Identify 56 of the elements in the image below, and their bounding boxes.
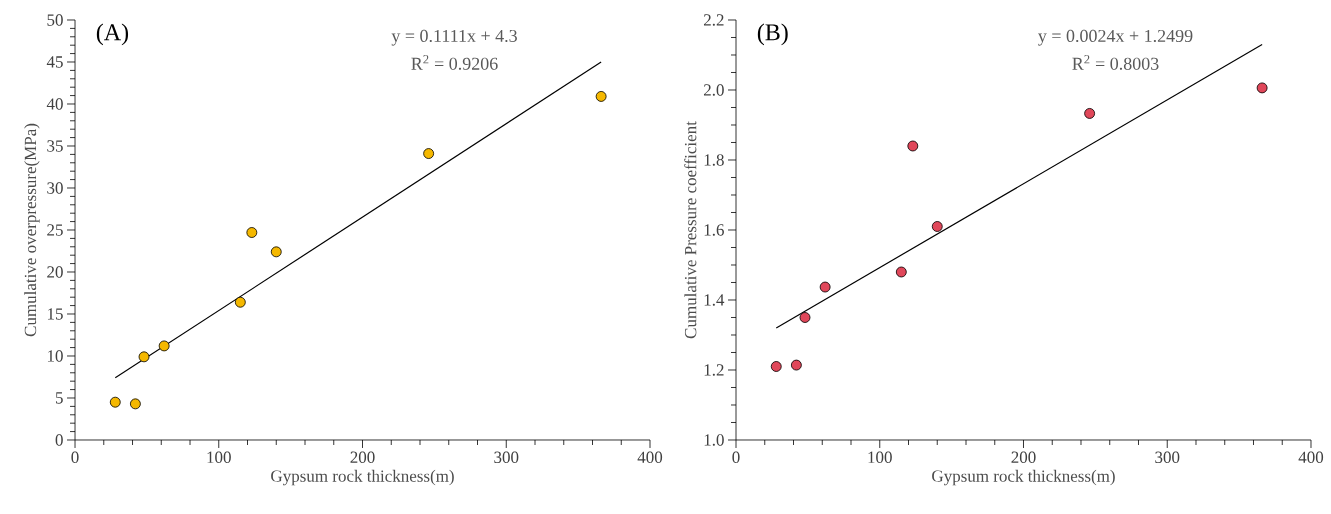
point (819, 281, 831, 293)
x-tick-label: 0 (71, 451, 79, 463)
annotation: R$^{2}$ = 0.8003 (1072, 55, 1159, 70)
y-tick-label: 45 (46, 56, 63, 68)
y-tick-label: 2.2 (703, 14, 724, 26)
y-axis-title: Cumulative overpressure(MPa) (24, 123, 40, 337)
point (907, 140, 919, 152)
y-tick-label: 15 (47, 308, 63, 320)
y-tick-label: 40 (46, 98, 63, 110)
point (158, 340, 170, 352)
x-tick-label: 200 (350, 451, 375, 463)
y-tick-label: 1.6 (704, 224, 724, 236)
chart-title: (B) (757, 23, 788, 46)
annotation: R$^{2}$ = 0.9206 (411, 55, 498, 70)
y-tick-label: 1.8 (704, 154, 724, 166)
point (109, 396, 121, 408)
y-tick-label: 50 (47, 14, 63, 26)
point (770, 361, 782, 372)
x-tick-label: 400 (637, 451, 663, 463)
point (931, 221, 943, 232)
x-tick-label: 100 (868, 451, 892, 463)
y-axis-title: Cumulative Pressure coefficient (684, 121, 697, 339)
point (1084, 108, 1096, 119)
x-tick-label: 300 (1155, 451, 1180, 463)
y-tick-label: 2.0 (703, 84, 724, 96)
x-tick-label: 300 (494, 451, 519, 463)
x-axis-title: Gypsum rock thickness(m) (271, 469, 454, 486)
y-tick-label: 1.0 (704, 434, 724, 446)
annotation: y = 0.0024x + 1.2499 (1038, 29, 1193, 46)
point (595, 91, 607, 102)
point (790, 359, 802, 371)
y-tick-label: 30 (47, 182, 63, 194)
x-tick-label: 0 (732, 451, 740, 463)
chart-title: (A) (96, 23, 129, 46)
y-tick-label: 5 (55, 392, 63, 404)
y-tick-label: 10 (47, 350, 63, 362)
point (423, 148, 435, 159)
annotation: y = 0.1111x + 4.3 (391, 29, 517, 46)
point (799, 312, 811, 323)
point (270, 246, 282, 258)
y-tick-label: 1.4 (704, 294, 725, 306)
x-tick-label: 200 (1011, 451, 1036, 463)
point (234, 296, 246, 308)
y-tick-label: 35 (47, 140, 63, 152)
point (1256, 82, 1268, 94)
x-tick-label: 100 (207, 451, 231, 463)
y-tick-label: 20 (47, 266, 63, 278)
y-tick-label: 1.2 (704, 364, 724, 376)
point (246, 227, 258, 238)
point (129, 398, 141, 410)
y-tick-label: 25 (47, 224, 63, 236)
x-tick-label: 400 (1298, 451, 1324, 463)
point (138, 351, 150, 363)
x-axis-title: Gypsum rock thickness(m) (932, 469, 1115, 486)
y-tick-label: 0 (55, 434, 63, 446)
point (895, 266, 907, 278)
